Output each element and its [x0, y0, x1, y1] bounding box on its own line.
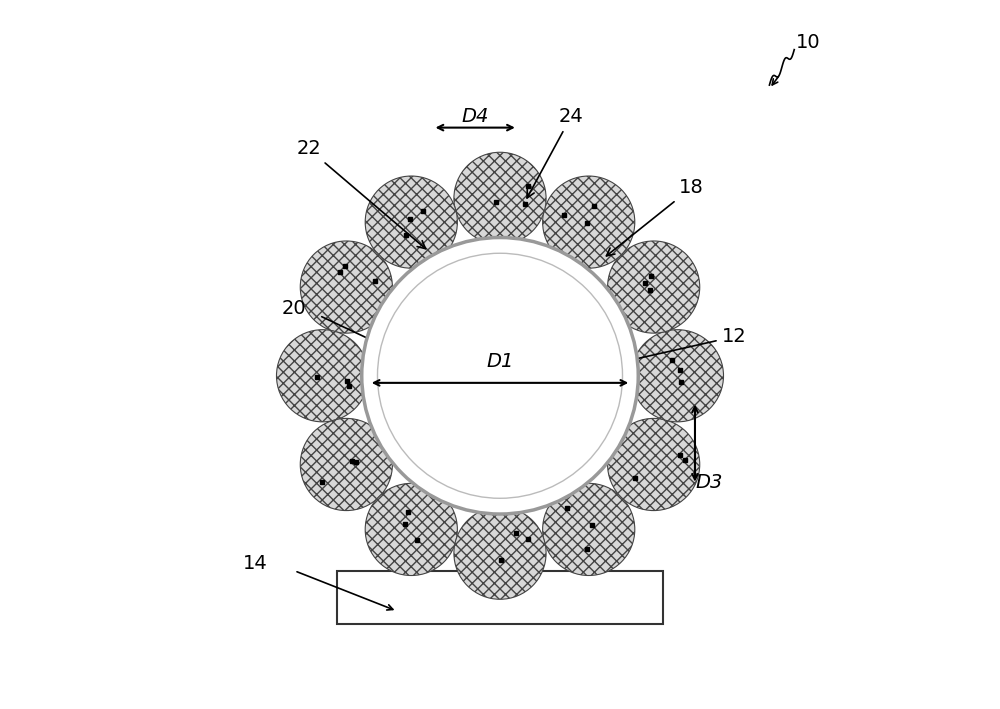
Circle shape	[631, 330, 724, 422]
Text: 20: 20	[282, 299, 307, 318]
Text: 24: 24	[527, 108, 583, 198]
Text: 22: 22	[296, 140, 426, 249]
Circle shape	[276, 330, 369, 422]
Circle shape	[608, 241, 700, 333]
Circle shape	[543, 484, 635, 576]
Text: 18: 18	[606, 179, 704, 256]
Circle shape	[454, 152, 546, 245]
Text: 12: 12	[629, 328, 746, 362]
Text: 14: 14	[243, 554, 268, 573]
Circle shape	[608, 418, 700, 510]
Circle shape	[454, 507, 546, 599]
Text: D4: D4	[461, 108, 489, 126]
Text: 10: 10	[796, 33, 821, 52]
Circle shape	[365, 484, 457, 576]
Circle shape	[543, 176, 635, 268]
Text: D3: D3	[695, 473, 723, 491]
Bar	[337, 571, 663, 624]
Circle shape	[300, 241, 392, 333]
Circle shape	[365, 176, 457, 268]
Text: D1: D1	[486, 352, 514, 371]
Circle shape	[377, 253, 623, 498]
Circle shape	[300, 418, 392, 510]
Circle shape	[362, 238, 638, 514]
